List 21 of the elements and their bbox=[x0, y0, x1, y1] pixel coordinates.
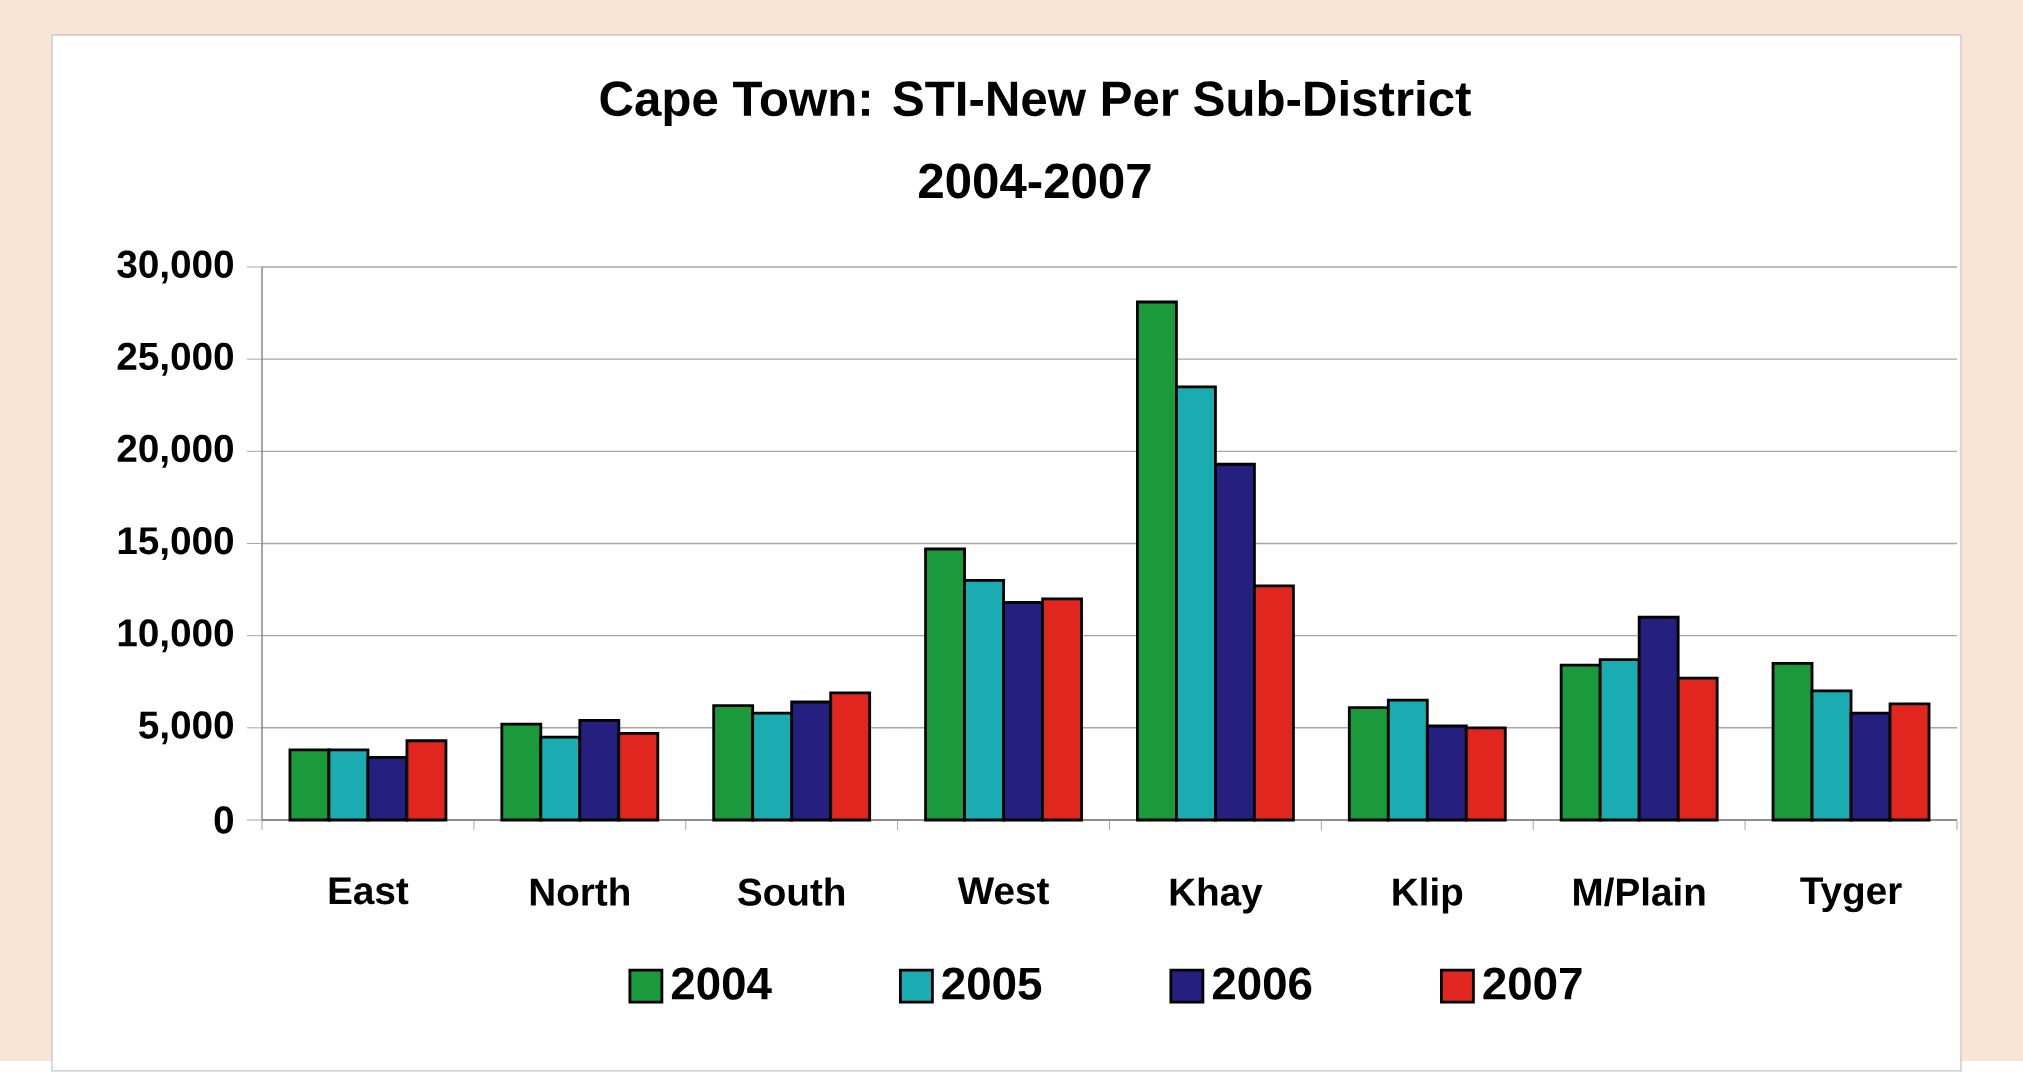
x-tick-label: Klip bbox=[1393, 877, 1463, 914]
x-tick-label: Tyger bbox=[1800, 877, 1902, 913]
y-tick-label: 5,000 bbox=[139, 711, 233, 745]
y-tick-label: 0 bbox=[214, 806, 233, 834]
y-tick-label: 25,000 bbox=[117, 342, 233, 376]
legend-label: 2005 bbox=[942, 967, 1042, 1000]
y-tick-label: 15,000 bbox=[118, 527, 233, 561]
x-tick-label: West bbox=[957, 877, 1049, 905]
x-tick-label: East bbox=[329, 877, 409, 905]
x-tick-label: North bbox=[530, 877, 629, 906]
y-tick-label: 20,000 bbox=[117, 435, 233, 468]
y-tick-label: 30,000 bbox=[117, 250, 233, 284]
legend-label: 2004 bbox=[671, 967, 772, 1000]
chart-subtitle: 2004-2007 bbox=[919, 163, 1151, 199]
x-tick-label: M/Plain bbox=[1574, 877, 1705, 907]
x-tick-label: South bbox=[738, 877, 845, 906]
x-tick-label: Khay bbox=[1170, 877, 1263, 914]
chart-title: Cape Town: STI-New Per Sub-District bbox=[600, 80, 1471, 127]
legend-label: 2007 bbox=[1483, 967, 1582, 1000]
legend-label: 2006 bbox=[1212, 967, 1312, 1000]
y-tick-label: 10,000 bbox=[118, 619, 233, 653]
